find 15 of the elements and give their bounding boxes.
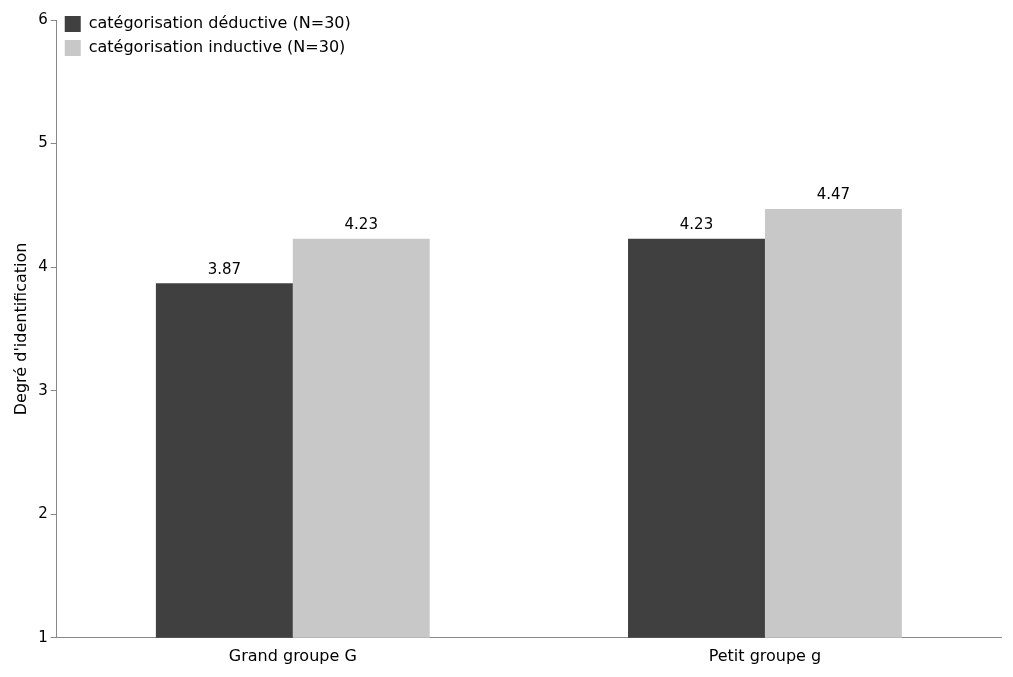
y-tick-label: 2: [38, 504, 48, 523]
y-tick-label: 5: [38, 133, 48, 152]
data-label: 4.23: [344, 215, 378, 234]
y-tick-label: 6: [38, 9, 48, 28]
legend-label: catégorisation déductive (N=30): [88, 13, 351, 33]
x-tick-label: Grand groupe G: [228, 645, 357, 665]
legend-label: catégorisation inductive (N=30): [88, 37, 346, 57]
data-label: 3.87: [207, 259, 242, 278]
y-tick-label: 3: [38, 380, 48, 399]
y-tick-label: 4: [38, 257, 48, 276]
data-label: 4.23: [679, 215, 714, 234]
y-axis-title: Degré d'identification: [10, 242, 30, 416]
data-label: 4.47: [816, 185, 851, 204]
x-tick-label: Petit groupe g: [708, 645, 822, 665]
y-tick-label: 1: [38, 627, 48, 646]
